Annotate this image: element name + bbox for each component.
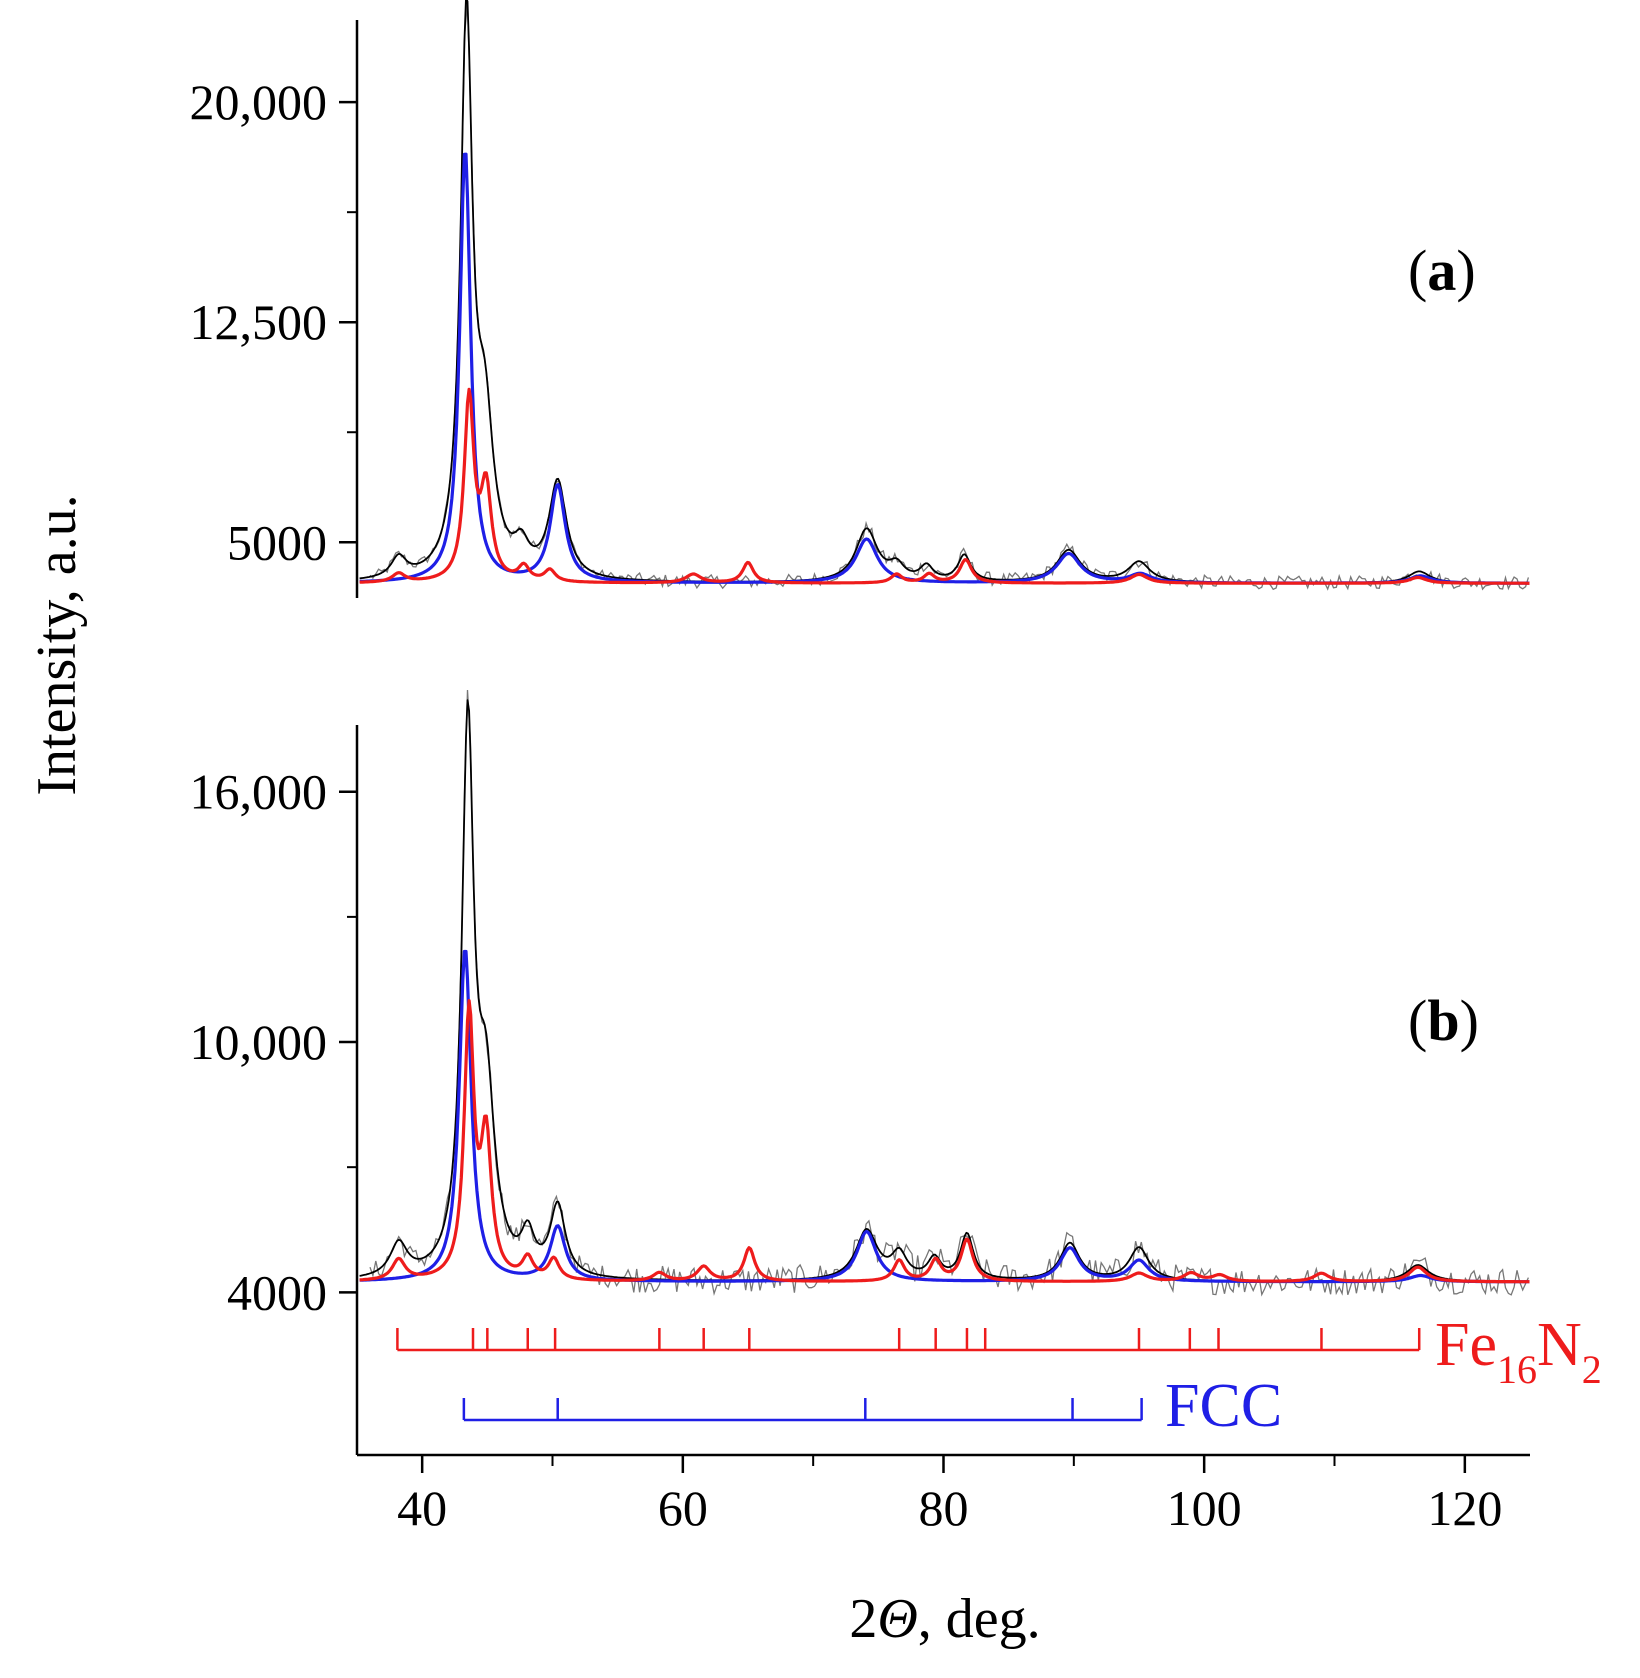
y-tick-label: 5000: [227, 514, 327, 570]
fe16n2-label: Fe16N2: [1435, 1311, 1602, 1392]
fcc-label: FCC: [1165, 1372, 1282, 1440]
panel-b: 4000 10,000 16,000 40 60 80 100 120 (b) Fe16N2…: [190, 689, 1602, 1536]
series-fe16n2-line: [359, 387, 1530, 585]
panel-b-label: (b): [1408, 988, 1479, 1053]
series-fe16n2-line: [359, 999, 1530, 1284]
x-tick-label: 100: [1167, 1480, 1242, 1536]
panel-a-series: [359, 0, 1530, 591]
panel-a-y-ticks: 5000 12,500 20,000: [190, 74, 357, 570]
y-tick-label: 12,500: [190, 294, 328, 350]
y-tick-label: 4000: [227, 1264, 327, 1320]
series-fcc-line: [359, 949, 1530, 1284]
y-tick-label: 20,000: [190, 74, 328, 130]
x-ticks: 40 60 80 100 120: [397, 1455, 1502, 1536]
panel-a-label: (a): [1408, 238, 1476, 303]
reference-markers: [396, 1328, 1421, 1422]
x-axis-title: 2Θ, deg.: [849, 1588, 1040, 1650]
observed-noise-line: [369, 689, 1529, 1297]
x-tick-label: 80: [919, 1480, 969, 1536]
series-fcc-line: [359, 152, 1530, 585]
x-tick-label: 60: [658, 1480, 708, 1536]
y-tick-label: 16,000: [190, 764, 328, 820]
x-tick-label: 120: [1427, 1480, 1502, 1536]
series-observed-line: [359, 0, 1530, 584]
panel-b-y-ticks: 4000 10,000 16,000: [190, 764, 357, 1320]
y-axis-title: Intensity, a.u.: [26, 494, 88, 795]
panel-b-series: [359, 689, 1530, 1297]
y-tick-label: 10,000: [190, 1014, 328, 1070]
observed-noise-line: [369, 2, 1530, 591]
series-observed-line: [359, 699, 1530, 1283]
panel-a: 5000 12,500 20,000 (a): [190, 0, 1530, 598]
x-tick-label: 40: [397, 1480, 447, 1536]
